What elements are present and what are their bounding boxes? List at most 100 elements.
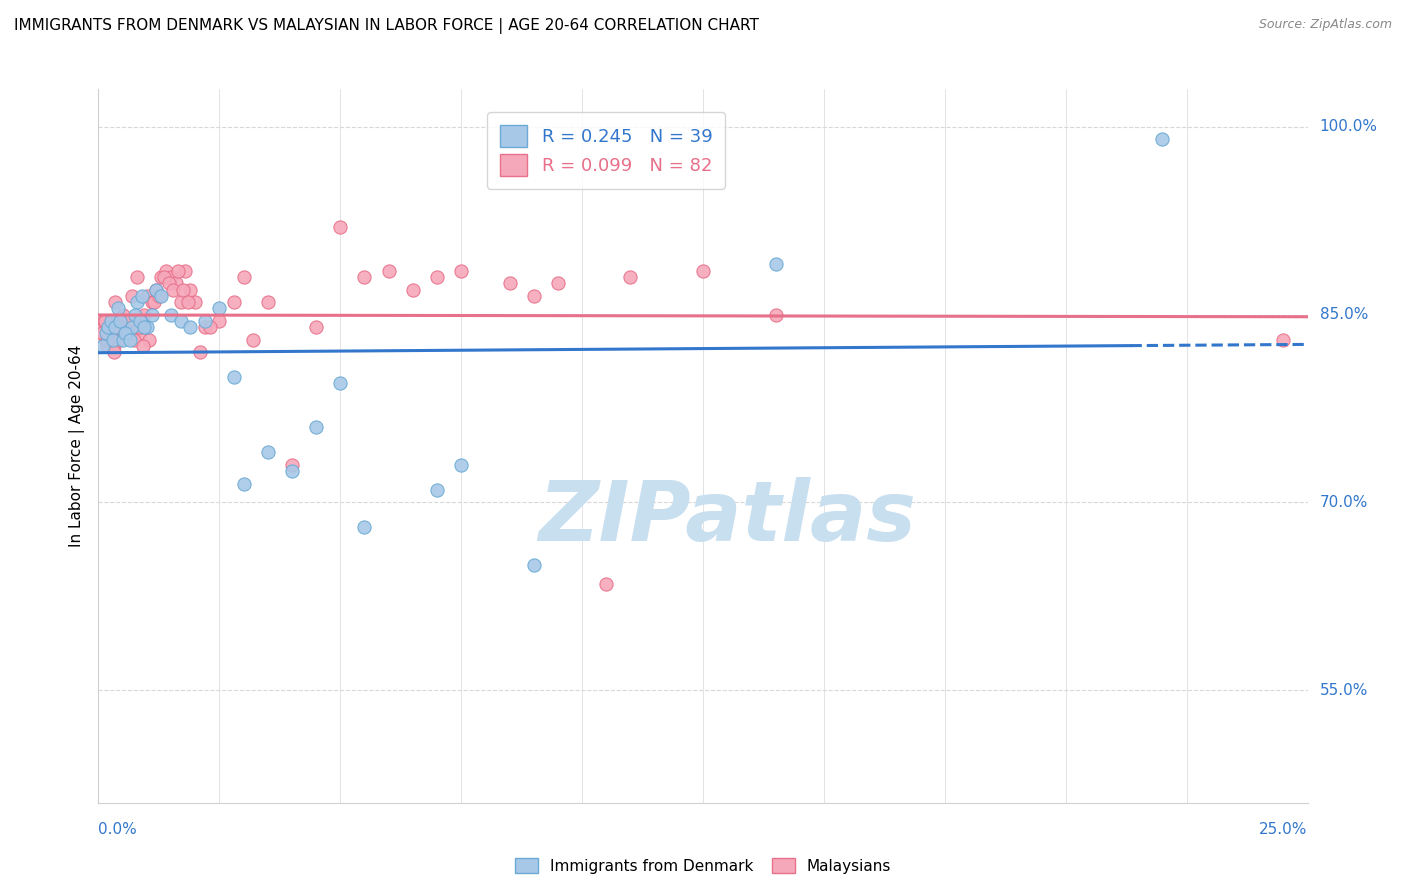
Point	[101, 333, 124, 347]
Y-axis label: In Labor Force | Age 20-64: In Labor Force | Age 20-64	[69, 345, 84, 547]
Point	[118, 333, 141, 347]
Point	[305, 320, 328, 334]
Point	[141, 308, 163, 322]
Point	[595, 576, 617, 591]
Legend: R = 0.245   N = 39, R = 0.099   N = 82: R = 0.245 N = 39, R = 0.099 N = 82	[488, 112, 725, 189]
Point	[91, 339, 114, 353]
Point	[104, 295, 127, 310]
Point	[138, 333, 160, 347]
Point	[143, 295, 166, 310]
Point	[96, 333, 118, 347]
Point	[222, 370, 245, 384]
Point	[256, 295, 278, 310]
Point	[108, 320, 131, 334]
Point	[135, 289, 157, 303]
Point	[124, 320, 146, 334]
Point	[100, 314, 122, 328]
Point	[172, 283, 194, 297]
Point	[305, 420, 328, 434]
Point	[93, 314, 115, 328]
Point	[155, 264, 177, 278]
Point	[162, 283, 184, 297]
Point	[101, 320, 124, 334]
Point	[128, 326, 150, 341]
Point	[114, 320, 136, 334]
Text: 70.0%: 70.0%	[1320, 495, 1368, 510]
Point	[523, 558, 546, 572]
Point	[692, 264, 714, 278]
Point	[107, 320, 129, 334]
Point	[141, 295, 163, 310]
Point	[1272, 333, 1295, 347]
Text: ZIPatlas: ZIPatlas	[538, 477, 917, 558]
Point	[107, 301, 129, 316]
Point	[94, 333, 117, 347]
Point	[242, 333, 264, 347]
Point	[177, 295, 200, 310]
Point	[134, 308, 156, 322]
Point	[208, 301, 231, 316]
Point	[108, 326, 131, 341]
Point	[184, 295, 207, 310]
Text: 55.0%: 55.0%	[1320, 682, 1368, 698]
Point	[91, 326, 114, 341]
Point	[117, 326, 139, 341]
Point	[353, 520, 375, 534]
Text: 0.0%: 0.0%	[98, 822, 138, 837]
Point	[450, 264, 472, 278]
Point	[114, 326, 136, 341]
Point	[179, 283, 201, 297]
Point	[169, 295, 191, 310]
Point	[103, 339, 125, 353]
Point	[619, 270, 641, 285]
Point	[103, 345, 125, 359]
Point	[101, 333, 124, 347]
Point	[118, 314, 141, 328]
Point	[121, 320, 143, 334]
Point	[94, 326, 117, 341]
Point	[124, 308, 146, 322]
Point	[222, 295, 245, 310]
Point	[104, 320, 127, 334]
Point	[97, 320, 120, 334]
Text: 85.0%: 85.0%	[1320, 307, 1368, 322]
Point	[93, 314, 115, 328]
Point	[188, 345, 211, 359]
Point	[121, 289, 143, 303]
Point	[426, 270, 449, 285]
Point	[765, 257, 787, 271]
Point	[98, 326, 121, 341]
Point	[498, 277, 520, 291]
Point	[329, 219, 352, 234]
Point	[127, 270, 149, 285]
Point	[281, 458, 304, 472]
Point	[281, 464, 304, 478]
Point	[157, 277, 180, 291]
Point	[174, 264, 197, 278]
Point	[208, 314, 231, 328]
Point	[97, 320, 120, 334]
Point	[329, 376, 352, 391]
Point	[108, 314, 131, 328]
Point	[100, 314, 122, 328]
Point	[194, 314, 217, 328]
Point	[145, 283, 167, 297]
Point	[353, 270, 375, 285]
Point	[426, 483, 449, 497]
Point	[131, 320, 153, 334]
Point	[232, 476, 254, 491]
Point	[135, 320, 157, 334]
Point	[118, 314, 141, 328]
Point	[112, 326, 135, 341]
Legend: Immigrants from Denmark, Malaysians: Immigrants from Denmark, Malaysians	[509, 852, 897, 880]
Point	[148, 289, 170, 303]
Point	[179, 320, 201, 334]
Point	[169, 314, 191, 328]
Point	[1152, 132, 1174, 146]
Point	[128, 320, 150, 334]
Text: IMMIGRANTS FROM DENMARK VS MALAYSIAN IN LABOR FORCE | AGE 20-64 CORRELATION CHAR: IMMIGRANTS FROM DENMARK VS MALAYSIAN IN …	[14, 18, 759, 34]
Point	[165, 277, 187, 291]
Text: Source: ZipAtlas.com: Source: ZipAtlas.com	[1258, 18, 1392, 31]
Text: 25.0%: 25.0%	[1260, 822, 1308, 837]
Point	[98, 320, 121, 334]
